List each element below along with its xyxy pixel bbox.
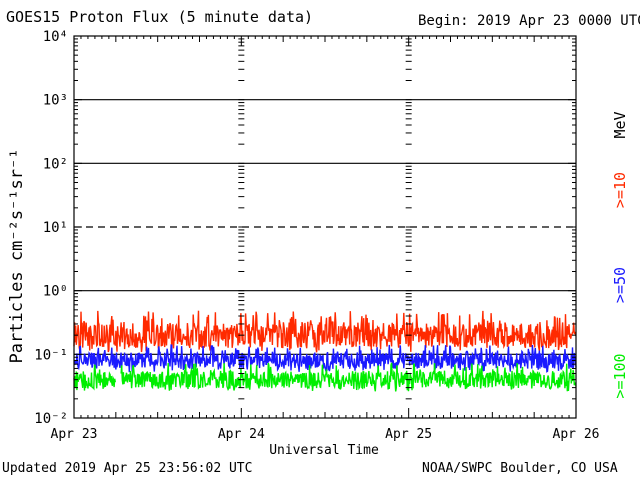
y-tick-label: 10⁻² — [34, 411, 68, 427]
y-tick-label: 10² — [43, 156, 68, 172]
series-line-ge10 — [73, 310, 577, 353]
y-tick-label: 10⁴ — [43, 29, 68, 45]
x-tick-label: Apr 26 — [553, 427, 600, 442]
legend-ge10: >=10 — [611, 172, 629, 208]
updated-timestamp: Updated 2019 Apr 25 23:56:02 UTC — [2, 461, 253, 476]
chart-title: GOES15 Proton Flux (5 minute data) — [6, 8, 314, 26]
series-line-ge100 — [73, 364, 116, 391]
y-tick-label: 10⁰ — [43, 284, 68, 300]
plot-frame — [73, 35, 577, 419]
series-line-ge100 — [120, 362, 577, 392]
x-tick-label: Apr 24 — [218, 427, 265, 442]
x-axis-label: Universal Time — [269, 443, 379, 458]
x-tick-label: Apr 23 — [51, 427, 98, 442]
y-axis-label: Particles cm⁻²s⁻¹sr⁻¹ — [7, 149, 27, 364]
series-line-ge50 — [73, 344, 577, 373]
credit-line: NOAA/SWPC Boulder, CO USA — [422, 461, 618, 476]
y-tick-label: 10¹ — [43, 220, 68, 236]
y-tick-labels: 10⁻² 10⁻¹ 10⁰ 10¹ 10² 10³ 10⁴ — [34, 29, 68, 427]
x-tick-label: Apr 25 — [385, 427, 432, 442]
legend-ge50: >=50 — [611, 267, 629, 303]
unit-label-mev: MeV — [611, 111, 629, 138]
legend-ge100: >=100 — [611, 353, 629, 398]
y-tick-label: 10⁻¹ — [34, 347, 68, 363]
y-tick-label: 10³ — [43, 93, 68, 109]
x-tick-labels: Apr 23 Apr 24 Apr 25 Apr 26 — [51, 427, 600, 442]
begin-date: Begin: 2019 Apr 23 0000 UTC — [418, 13, 640, 29]
flux-series — [73, 310, 577, 392]
